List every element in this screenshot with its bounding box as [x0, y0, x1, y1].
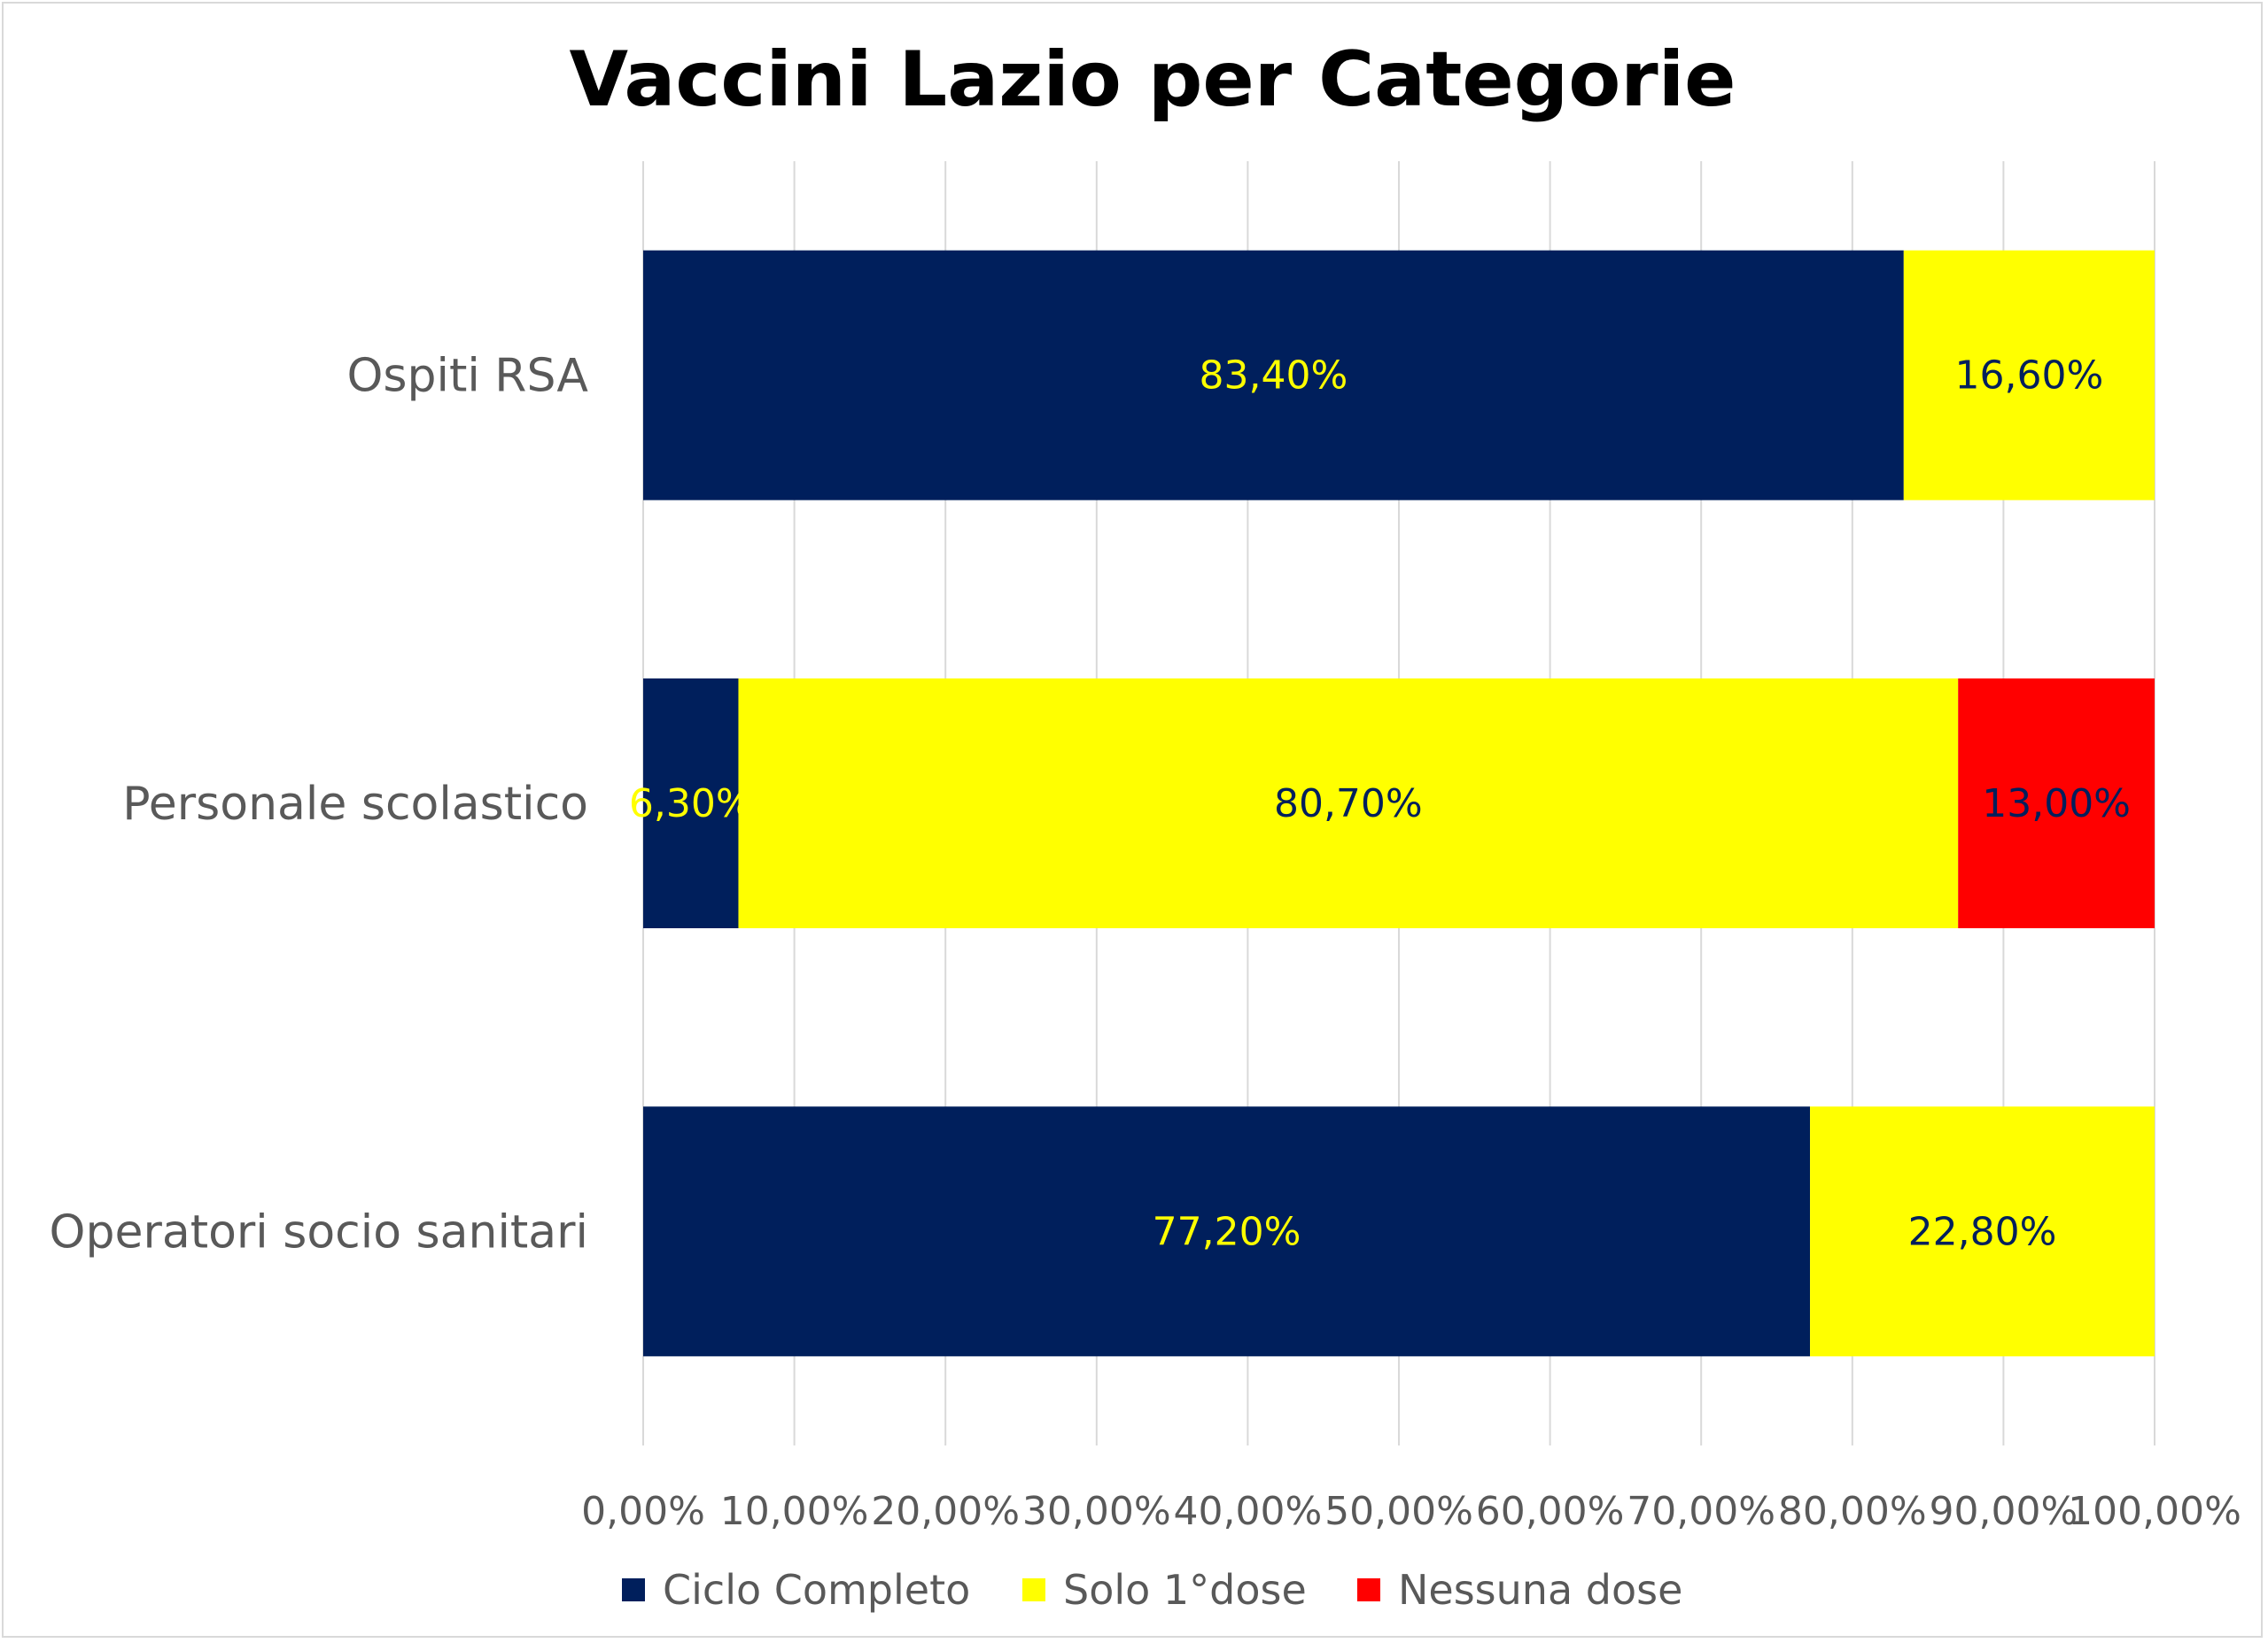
category-label: Operatori socio sanitari — [50, 1205, 588, 1259]
data-label: 80,70% — [1274, 781, 1423, 826]
x-tick-label: 40,00% — [1174, 1489, 1323, 1534]
x-tick-label: 20,00% — [871, 1489, 1020, 1534]
category-labels: Ospiti RSA Personale scolastico Operatori … — [50, 350, 589, 1259]
x-tick-label: 70,00% — [1627, 1489, 1775, 1534]
bars: 83,40% 16,60% 6,30% 80,70% 13,00% 77,20% 22,80… — [629, 250, 2155, 1357]
x-tick-labels: 0,00% 10,00% 20,00% 30,00% 40,00% 50,00% 60,00… — [581, 1489, 2241, 1534]
data-label: 16,60% — [1955, 353, 2104, 399]
bar-segment — [643, 1106, 1811, 1357]
category-label: Personale scolastico — [122, 778, 588, 831]
x-tick-label: 30,00% — [1022, 1489, 1171, 1534]
bar-segment — [1958, 678, 2155, 928]
chart-title: Vaccini Lazio per Categorie — [569, 35, 1736, 124]
bar-segment — [738, 678, 1959, 928]
bar-segment — [643, 250, 1904, 500]
data-label: 77,20% — [1153, 1209, 1301, 1254]
bar-segment — [1903, 250, 2155, 500]
bar-segment — [643, 678, 739, 928]
x-tick-label: 60,00% — [1476, 1489, 1625, 1534]
legend-swatch — [1357, 1578, 1380, 1601]
category-label: Ospiti RSA — [346, 350, 588, 403]
data-label: 13,00% — [1982, 781, 2131, 826]
legend-swatch — [1022, 1578, 1045, 1601]
x-tick-label: 80,00% — [1778, 1489, 1927, 1534]
chart-svg: Vaccini Lazio per Categorie 83,40% 16,60%… — [50, 35, 2241, 1614]
data-label: 6,30% — [629, 781, 753, 826]
x-tick-label: 50,00% — [1324, 1489, 1473, 1534]
legend: Ciclo Completo Solo 1°dose Nessuna dose — [622, 1566, 1682, 1614]
data-label: 83,40% — [1200, 353, 1348, 399]
data-label: 22,80% — [1908, 1209, 2057, 1254]
x-tick-label: 10,00% — [720, 1489, 869, 1534]
legend-swatch — [622, 1578, 645, 1601]
legend-label: Nessuna dose — [1398, 1566, 1682, 1614]
bar-segment — [1810, 1106, 2155, 1357]
legend-label: Ciclo Completo — [663, 1566, 970, 1614]
x-tick-label: 100,00% — [2068, 1489, 2241, 1534]
legend-label: Solo 1°dose — [1063, 1566, 1307, 1614]
x-tick-label: 0,00% — [581, 1489, 705, 1534]
x-tick-label: 90,00% — [1930, 1489, 2078, 1534]
